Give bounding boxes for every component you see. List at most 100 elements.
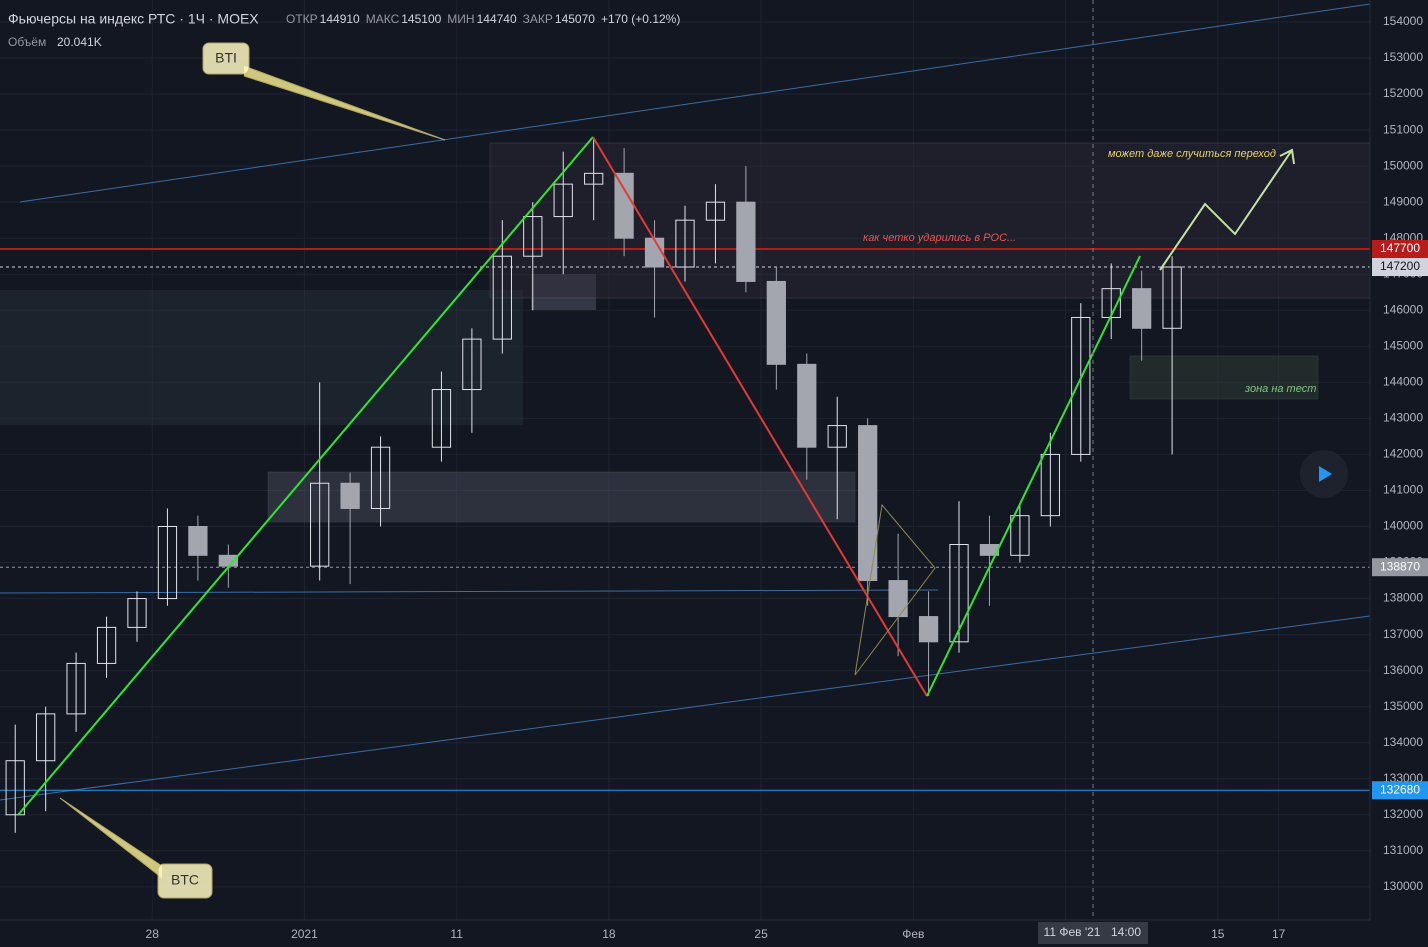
candle-body bbox=[614, 172, 634, 239]
candle-body bbox=[66, 662, 86, 715]
y-tick-label: 134000 bbox=[1383, 735, 1423, 749]
price-badge-label: 132680 bbox=[1380, 782, 1420, 796]
y-tick-label: 135000 bbox=[1383, 699, 1423, 713]
annotation: может даже случиться переход bbox=[1108, 148, 1276, 160]
candle-body bbox=[705, 201, 726, 221]
y-tick-label: 145000 bbox=[1383, 338, 1423, 352]
crosshair-badge bbox=[1038, 922, 1148, 944]
channel-line bbox=[19, 3, 1371, 203]
x-tick-label: 25 bbox=[754, 927, 768, 941]
zone bbox=[1129, 355, 1319, 400]
callout-box bbox=[157, 863, 213, 899]
x-tick-label: Фев bbox=[902, 927, 924, 941]
price-badge bbox=[1372, 558, 1428, 577]
x-tick-label: 15 bbox=[1211, 927, 1225, 941]
candle-body bbox=[431, 389, 452, 448]
candle-body bbox=[523, 216, 543, 257]
candle-body bbox=[888, 580, 908, 618]
y-tick-label: 130000 bbox=[1383, 879, 1423, 893]
x-tick-label: 28 bbox=[146, 927, 160, 941]
candle-body bbox=[766, 280, 786, 365]
x-tick-label: 2021 bbox=[291, 927, 318, 941]
candle-body bbox=[462, 338, 482, 391]
price-badge-label: 147700 bbox=[1380, 241, 1420, 255]
candle-body bbox=[584, 172, 604, 185]
trend-arrow bbox=[926, 255, 1141, 697]
ohlc-key: МАКС bbox=[366, 12, 400, 26]
y-tick-label: 137000 bbox=[1383, 627, 1423, 641]
candle-body bbox=[1010, 515, 1030, 556]
annotation: BTC bbox=[171, 872, 199, 888]
candle-body bbox=[1040, 453, 1060, 517]
chart-title: Фьючерсы на индекс РТС · 1Ч · MOEX bbox=[8, 11, 259, 27]
y-tick-label: 152000 bbox=[1383, 86, 1423, 100]
annotation: как четко ударились в POC... bbox=[863, 232, 1016, 244]
candle-body bbox=[1071, 316, 1091, 455]
trend-arrow bbox=[592, 136, 928, 697]
candle-body bbox=[127, 598, 147, 628]
y-tick-label: 138000 bbox=[1383, 591, 1423, 605]
candle-body bbox=[827, 425, 847, 448]
candle-body bbox=[370, 446, 391, 509]
y-tick-label: 140000 bbox=[1383, 519, 1423, 533]
candle-body bbox=[157, 525, 178, 600]
channel-line bbox=[0, 615, 1371, 801]
x-tick-label: 17 bbox=[1272, 927, 1286, 941]
candle-body bbox=[310, 482, 330, 567]
ohlc-key: ЗАКР bbox=[523, 12, 553, 26]
candle-body bbox=[1162, 266, 1182, 329]
candle-body bbox=[5, 760, 25, 816]
time-axis bbox=[0, 920, 1428, 947]
ohlc-value: 144910 bbox=[320, 12, 360, 26]
x-tick-label: 18 bbox=[602, 927, 616, 941]
zone bbox=[267, 471, 856, 523]
candle-body bbox=[36, 713, 56, 762]
change: +170 (+0.12%) bbox=[601, 12, 680, 26]
arrow-head bbox=[1279, 148, 1295, 165]
candle-body bbox=[340, 482, 360, 509]
y-tick-label: 131000 bbox=[1383, 843, 1423, 857]
play-icon bbox=[1319, 466, 1332, 482]
y-tick-label: 154000 bbox=[1383, 14, 1423, 28]
candle-body bbox=[736, 201, 756, 282]
volume-label: Объём bbox=[8, 35, 46, 49]
trend-arrow bbox=[17, 136, 594, 816]
ohlc-key: МИН bbox=[447, 12, 474, 26]
callout-box bbox=[202, 42, 250, 75]
price-badge bbox=[1372, 258, 1428, 277]
crosshair-time: 14:00 bbox=[1111, 925, 1141, 939]
ohlc-value: 145070 bbox=[555, 12, 595, 26]
candle-body bbox=[918, 616, 939, 643]
volume-value: 20.041K bbox=[57, 35, 102, 49]
ohlc-value: 145100 bbox=[401, 12, 441, 26]
y-tick-label: 141000 bbox=[1383, 483, 1423, 497]
candle-body bbox=[858, 425, 878, 582]
candle-body bbox=[675, 219, 695, 268]
y-tick-label: 150000 bbox=[1383, 158, 1423, 172]
candle-body bbox=[96, 626, 117, 664]
candle-body bbox=[797, 363, 817, 448]
support-line bbox=[0, 589, 939, 594]
ohlc-value: 144740 bbox=[477, 12, 517, 26]
y-tick-label: 142000 bbox=[1383, 447, 1423, 461]
price-badge-label: 138870 bbox=[1380, 559, 1420, 573]
annotation: BTI bbox=[215, 50, 237, 66]
y-tick-label: 143000 bbox=[1383, 411, 1423, 425]
zone bbox=[489, 142, 1371, 299]
annotation: зона на тест bbox=[1244, 383, 1316, 395]
candle-body bbox=[949, 544, 969, 643]
crosshair-date: 11 Фев '21 bbox=[1044, 925, 1101, 939]
y-tick-label: 149000 bbox=[1383, 194, 1423, 208]
triangle-pattern bbox=[854, 503, 936, 676]
y-tick-label: 151000 bbox=[1383, 122, 1423, 136]
candle-body bbox=[492, 255, 512, 340]
zone bbox=[531, 274, 596, 310]
price-badge-label: 147200 bbox=[1380, 259, 1420, 273]
ohlc-key: ОТКР bbox=[286, 12, 318, 26]
candle-body bbox=[553, 183, 573, 218]
callout-pointer bbox=[59, 797, 163, 879]
x-tick-label: 11 bbox=[450, 927, 463, 941]
y-tick-label: 153000 bbox=[1383, 50, 1423, 64]
